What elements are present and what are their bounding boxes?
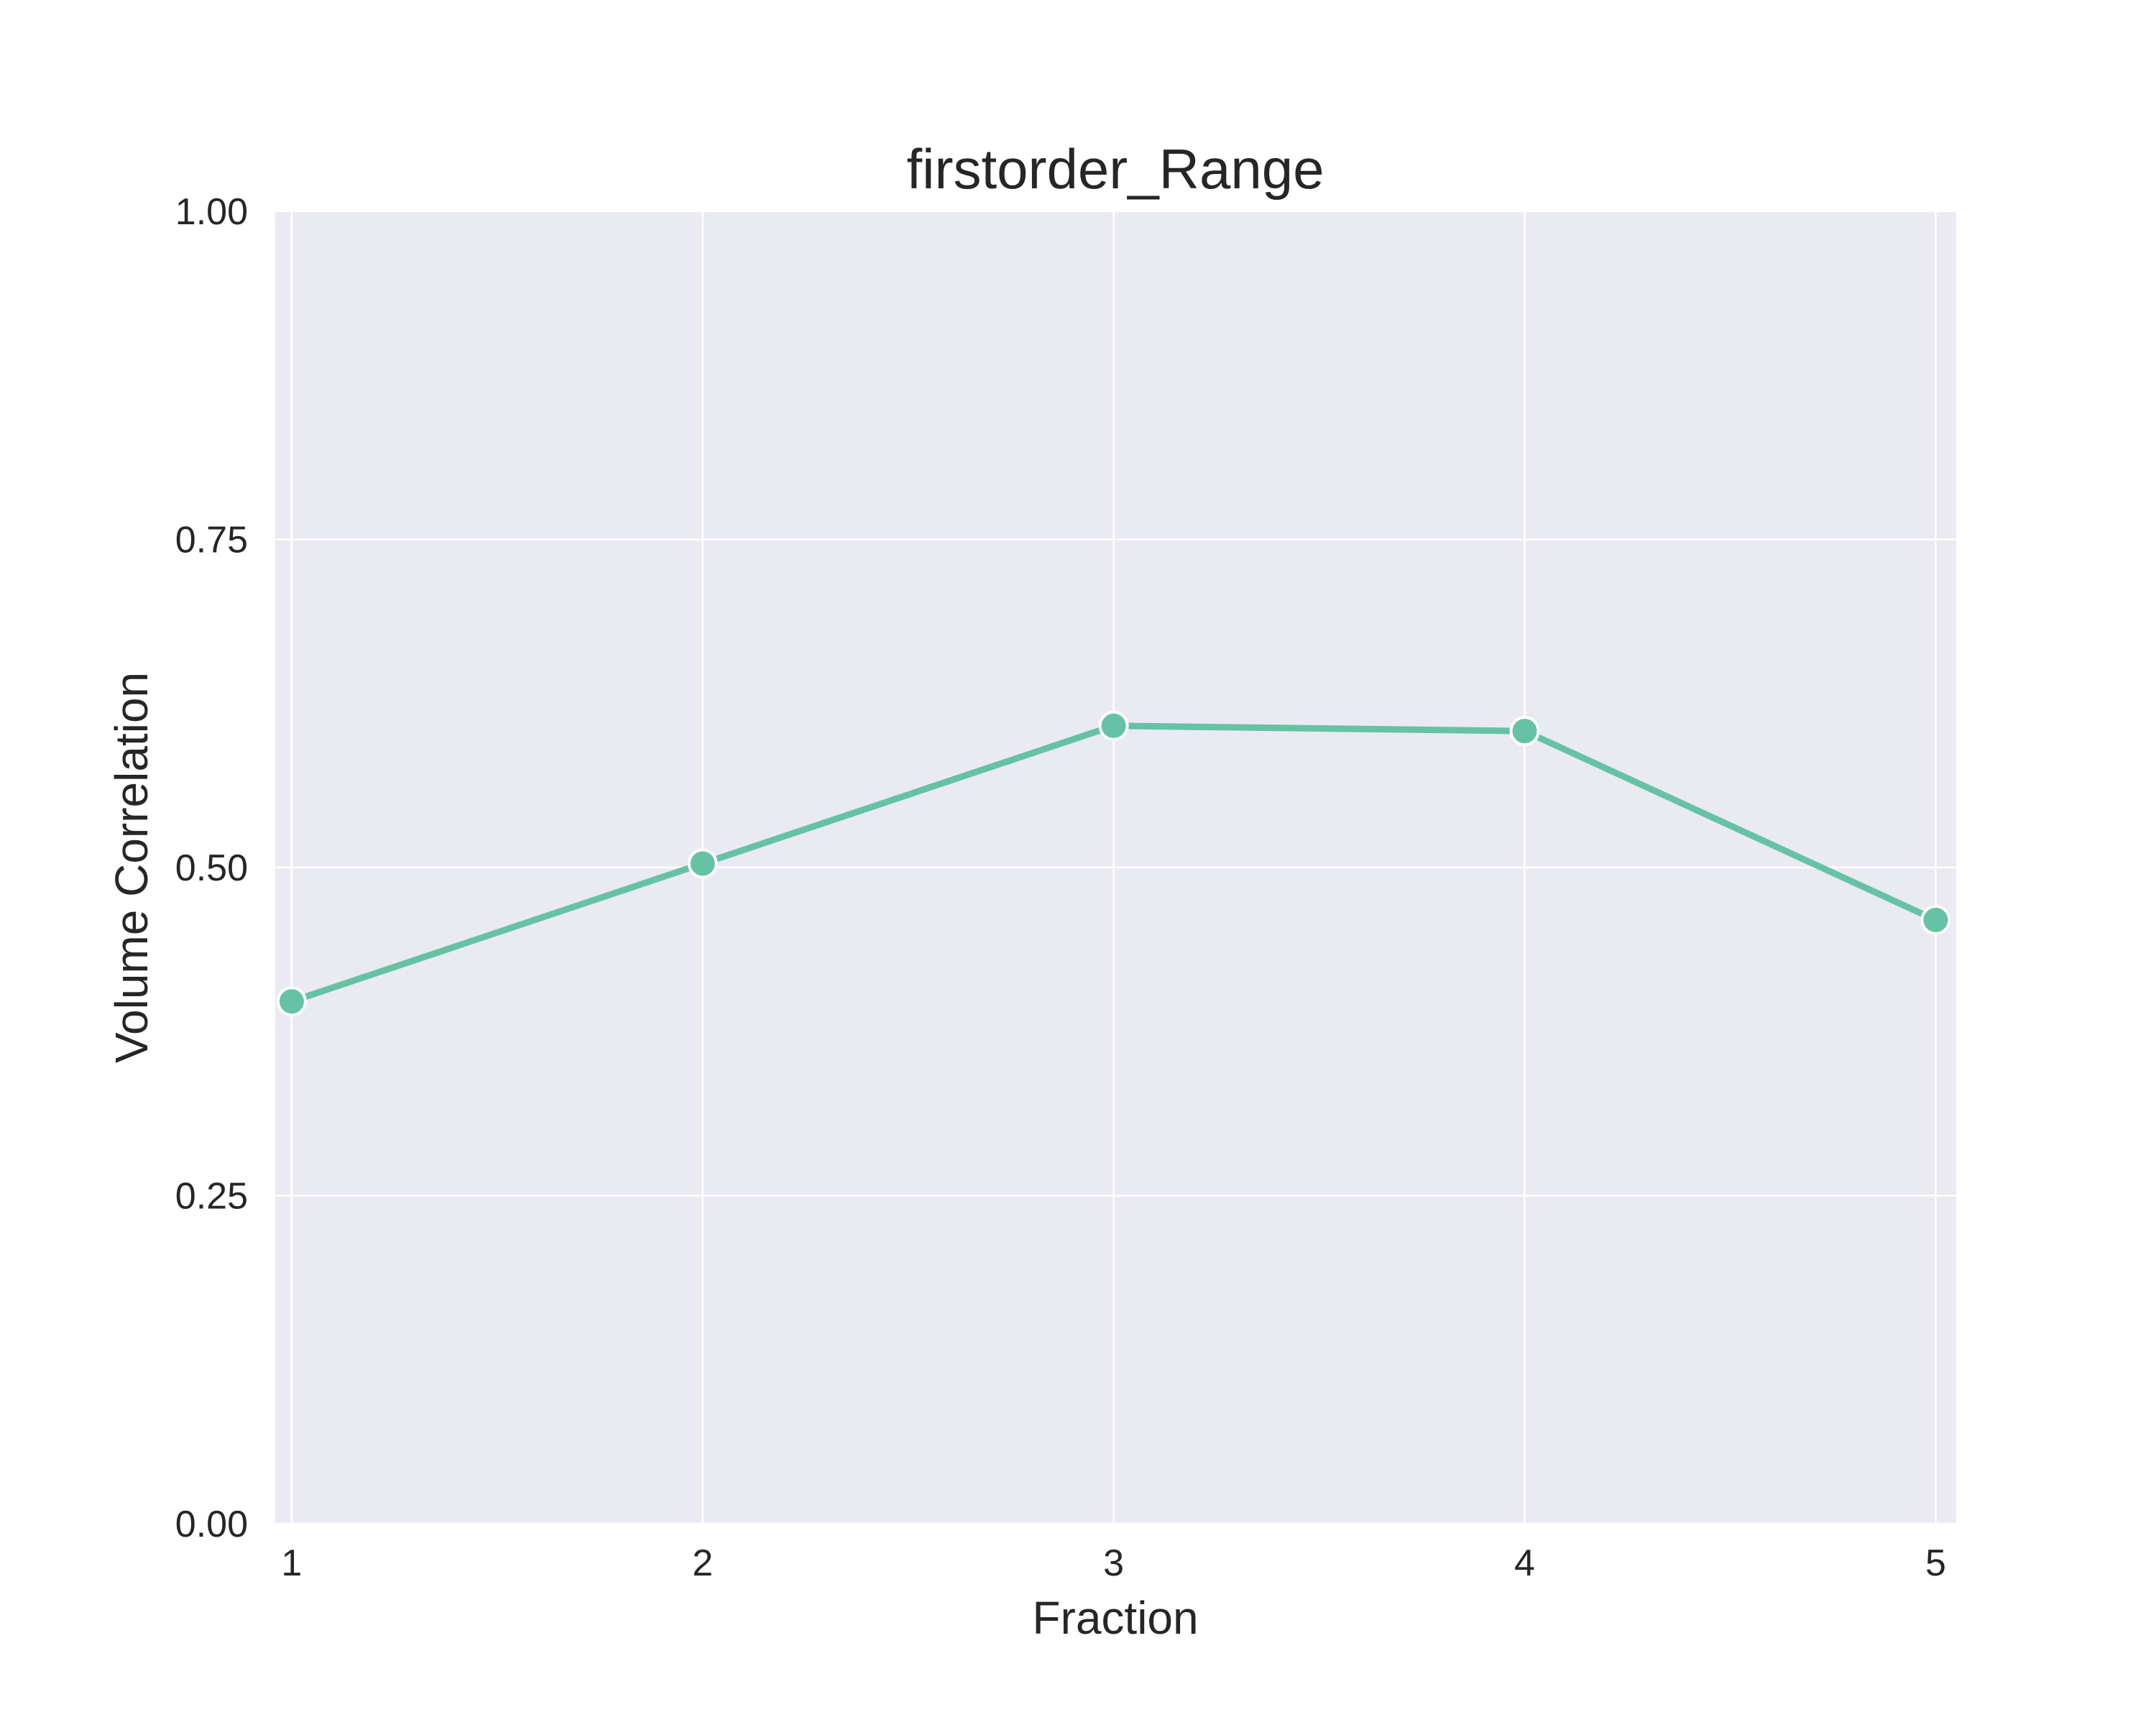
y-tick-label: 0.25 [175, 1176, 248, 1218]
series-layer [276, 710, 1951, 1017]
y-axis-label: Volume Correlation [106, 672, 157, 1063]
x-tick-label: 5 [1925, 1542, 1946, 1584]
data-point [687, 848, 718, 879]
chart-title: firstorder_Range [907, 137, 1325, 201]
data-point [1920, 905, 1951, 936]
x-tick-label: 2 [692, 1542, 713, 1584]
data-point [1098, 710, 1129, 741]
y-tick-label: 0.50 [175, 847, 248, 889]
x-tick-label: 3 [1103, 1542, 1124, 1584]
x-tick-label: 1 [281, 1542, 302, 1584]
x-tick-label: 4 [1514, 1542, 1535, 1584]
data-point [276, 986, 307, 1017]
y-tick-label: 1.00 [175, 191, 248, 233]
tick-labels: 1 2 3 4 5 0.00 0.25 0.50 0.75 1.00 [175, 191, 1946, 1584]
y-tick-label: 0.00 [175, 1504, 248, 1545]
data-point [1509, 716, 1540, 747]
y-tick-label: 0.75 [175, 520, 248, 561]
x-axis-label: Fraction [1032, 1592, 1198, 1644]
